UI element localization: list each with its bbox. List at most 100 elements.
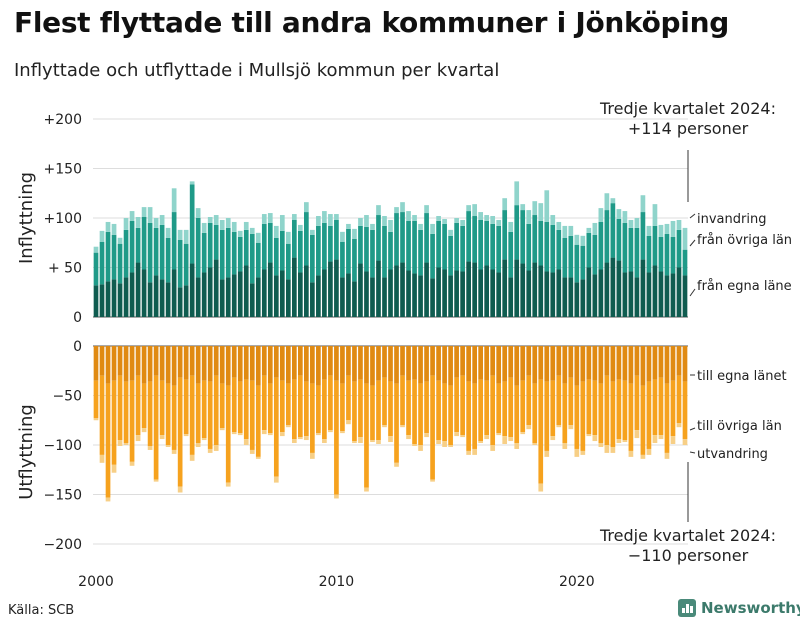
- bar-segment: [400, 425, 405, 428]
- bar-segment: [207, 381, 213, 449]
- bar-segment: [304, 346, 309, 382]
- bar-segment: [322, 269, 327, 317]
- bar-segment: [201, 346, 207, 381]
- bar-segment: [364, 487, 369, 492]
- bar-segment: [352, 346, 357, 382]
- bar-segment: [538, 483, 544, 492]
- bar-segment: [159, 380, 165, 436]
- bar-segment: [472, 262, 477, 317]
- bar-segment: [279, 270, 285, 317]
- bar-segment: [273, 237, 279, 276]
- bar-segment: [400, 346, 405, 376]
- bar-segment: [340, 431, 345, 434]
- bar-segment: [207, 346, 213, 382]
- bar-segment: [255, 242, 261, 278]
- bar-segment: [556, 425, 562, 428]
- bar-segment: [298, 346, 303, 376]
- bar-segment: [508, 231, 514, 278]
- bar-segment: [291, 439, 297, 444]
- bar-segment: [225, 218, 231, 228]
- bar-segment: [267, 346, 273, 384]
- bars-inflow: [93, 181, 688, 317]
- bar-segment: [322, 439, 327, 444]
- bar-segment: [177, 377, 183, 487]
- source-note: Källa: SCB: [8, 603, 75, 618]
- chart-subtitle: Inflyttade och utflyttade i Mullsjö komm…: [14, 60, 500, 81]
- bar-segment: [466, 450, 471, 455]
- bar-segment: [448, 235, 453, 276]
- bar-segment: [424, 381, 429, 434]
- bar-segment: [640, 212, 646, 260]
- bar-segment: [556, 346, 562, 376]
- bar-segment: [111, 464, 117, 473]
- bar-segment: [243, 229, 249, 266]
- bar-segment: [279, 346, 285, 381]
- bar-segment: [213, 259, 219, 317]
- bar-segment: [634, 375, 640, 431]
- bar-segment: [243, 221, 249, 230]
- bar-segment: [430, 223, 435, 234]
- bar-segment: [478, 212, 483, 220]
- bar-segment: [562, 237, 568, 278]
- bar-segment: [496, 346, 502, 384]
- bar-segment: [616, 379, 622, 440]
- bar-segment: [177, 486, 183, 493]
- y-tick-label: −150: [44, 488, 82, 504]
- bar-segment: [466, 346, 471, 382]
- bar-segment: [400, 212, 405, 263]
- bar-segment: [195, 383, 201, 444]
- bar-segment: [273, 346, 279, 378]
- bar-segment: [676, 219, 682, 230]
- bar-segment: [448, 275, 453, 317]
- bar-segment: [544, 271, 550, 317]
- bar-segment: [231, 432, 237, 435]
- bar-segment: [141, 346, 147, 384]
- bar-segment: [93, 246, 99, 253]
- bar-segment: [412, 220, 417, 274]
- bar-segment: [682, 439, 688, 445]
- bar-segment: [418, 445, 423, 451]
- bar-segment: [364, 215, 369, 227]
- bar-segment: [640, 385, 646, 455]
- bar-segment: [664, 452, 670, 459]
- bar-segment: [616, 439, 622, 444]
- bar-segment: [670, 380, 676, 437]
- bar-segment: [165, 237, 171, 283]
- bar-segment: [231, 346, 237, 378]
- bar-segment: [370, 385, 375, 441]
- bar-segment: [273, 225, 279, 238]
- bar-segment: [99, 241, 105, 285]
- bar-segment: [562, 277, 568, 317]
- bar-segment: [520, 432, 526, 435]
- bar-segment: [526, 346, 532, 376]
- bar-segment: [153, 218, 159, 228]
- bar-segment: [189, 263, 195, 317]
- bar-segment: [388, 381, 393, 437]
- bar-segment: [568, 225, 574, 236]
- bar-segment: [123, 229, 129, 278]
- bar-segment: [207, 217, 213, 223]
- bar-segment: [105, 231, 111, 282]
- bar-segment: [610, 203, 616, 258]
- bar-segment: [430, 278, 435, 317]
- bar-segment: [676, 375, 682, 424]
- bar-segment: [267, 262, 273, 317]
- x-ticks: 2000 2010 2020: [78, 574, 594, 590]
- bar-segment: [358, 379, 363, 438]
- bar-segment: [177, 239, 183, 288]
- bar-segment: [430, 479, 435, 482]
- bars-outflow: [93, 346, 688, 502]
- bar-segment: [478, 379, 483, 442]
- bar-segment: [442, 223, 447, 270]
- bar-segment: [304, 202, 309, 213]
- series-labels: invandring från övriga län från egna län…: [689, 212, 792, 462]
- bar-segment: [189, 346, 195, 376]
- bar-segment: [592, 274, 598, 317]
- bar-segment: [117, 346, 123, 376]
- bar-segment: [159, 279, 165, 317]
- bar-segment: [279, 230, 285, 271]
- bar-segment: [219, 428, 225, 431]
- bar-segment: [201, 272, 207, 317]
- bar-segment: [424, 262, 429, 317]
